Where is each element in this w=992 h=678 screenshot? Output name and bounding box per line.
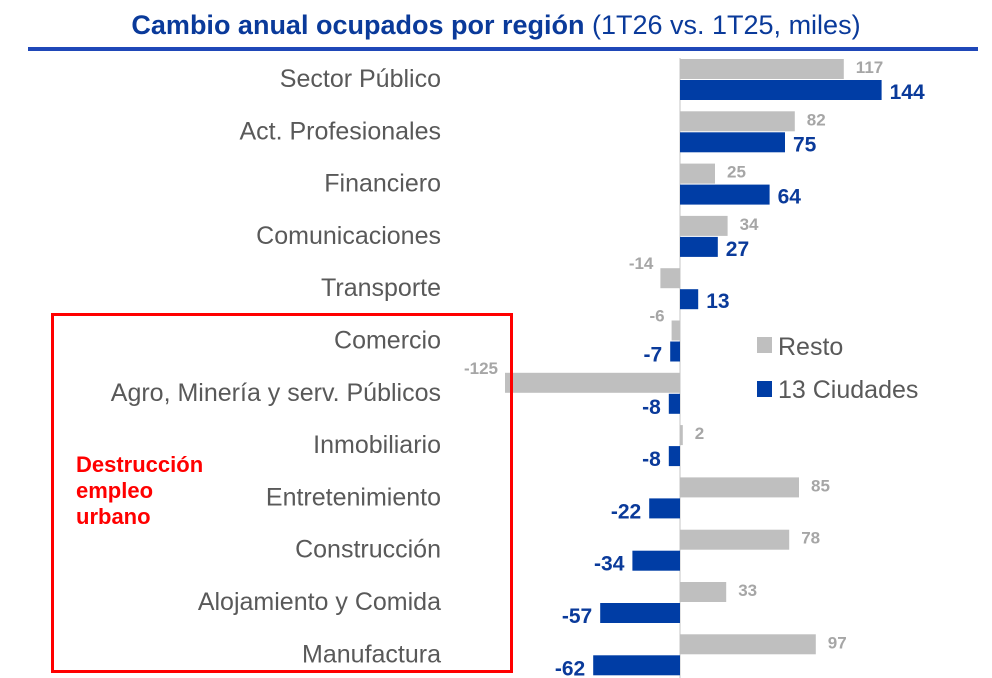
value-label-13-ciudades: -34	[594, 553, 625, 576]
bar-resto	[680, 529, 790, 550]
value-label-13-ciudades: -57	[562, 605, 592, 628]
value-label-13-ciudades: 75	[793, 133, 817, 156]
bar-13-ciudades	[680, 184, 770, 205]
category-label: Agro, Minería y serv. Públicos	[111, 379, 441, 407]
bar-resto	[505, 372, 680, 393]
annotation-text: Destrucción empleo urbano	[76, 452, 204, 529]
value-label-13-ciudades: -62	[555, 657, 585, 678]
value-label-13-ciudades: -8	[642, 396, 661, 419]
bar-13-ciudades	[632, 550, 680, 571]
bar-13-ciudades	[680, 132, 785, 153]
value-label-resto: 33	[738, 581, 757, 600]
bar-13-ciudades	[668, 393, 680, 414]
category-label: Act. Profesionales	[240, 117, 442, 145]
bar-resto	[680, 425, 683, 446]
value-label-13-ciudades: 144	[890, 81, 925, 104]
legend-swatch-13-ciudades	[757, 381, 772, 397]
bar-13-ciudades	[649, 498, 680, 519]
chart-title-main: Cambio anual ocupados por región	[131, 10, 585, 40]
value-label-13-ciudades: 64	[778, 186, 802, 209]
value-label-resto: -6	[649, 307, 664, 326]
value-label-13-ciudades: -22	[611, 500, 641, 523]
bar-13-ciudades	[593, 655, 680, 676]
category-label: Inmobiliario	[313, 431, 441, 459]
value-label-resto: 34	[740, 215, 759, 234]
value-label-13-ciudades: -7	[644, 344, 663, 367]
value-label-13-ciudades: 13	[706, 290, 729, 313]
bar-resto	[680, 111, 795, 132]
bar-13-ciudades	[600, 603, 680, 623]
value-label-13-ciudades: -8	[642, 448, 661, 471]
category-label: Entretenimiento	[266, 483, 441, 511]
legend-label-resto: Resto	[778, 333, 843, 361]
category-label: Financiero	[324, 170, 441, 198]
bar-resto	[671, 320, 680, 341]
category-label: Sector Público	[280, 65, 441, 93]
bar-resto	[680, 582, 727, 602]
value-label-resto: -125	[464, 359, 498, 378]
bar-resto	[680, 477, 799, 498]
bar-resto	[680, 163, 715, 184]
bar-resto	[660, 268, 680, 289]
value-label-resto: 117	[856, 58, 883, 77]
category-label: Alojamiento y Comida	[198, 588, 441, 616]
category-label: Manufactura	[302, 640, 441, 668]
bar-13-ciudades	[680, 289, 699, 310]
value-label-resto: 85	[811, 476, 830, 495]
value-label-resto: 2	[695, 424, 704, 443]
title-underline	[28, 47, 978, 51]
value-label-resto: 78	[801, 529, 820, 548]
value-label-13-ciudades: 27	[726, 238, 749, 261]
highlight-box	[51, 313, 513, 673]
legend-swatch-resto	[757, 337, 772, 353]
chart-title-subtitle: (1T26 vs. 1T25, miles)	[591, 10, 861, 40]
value-label-resto: 97	[828, 633, 847, 652]
category-label: Comunicaciones	[256, 222, 441, 250]
bar-13-ciudades	[668, 446, 680, 467]
bar-resto	[680, 215, 728, 236]
value-label-resto: -14	[629, 254, 654, 273]
legend-label-13-ciudades: 13 Ciudades	[778, 376, 918, 404]
chart-title: Cambio anual ocupados por región (1T26 v…	[0, 0, 992, 50]
value-label-resto: 82	[807, 110, 826, 129]
category-label: Construcción	[295, 536, 441, 564]
bar-13-ciudades	[670, 341, 680, 362]
bar-13-ciudades	[680, 80, 882, 100]
bar-resto	[680, 634, 816, 655]
bar-resto	[680, 59, 844, 79]
category-label: Comercio	[334, 327, 441, 355]
category-label: Transporte	[321, 274, 441, 302]
value-label-resto: 25	[727, 163, 746, 182]
bar-13-ciudades	[680, 236, 718, 257]
